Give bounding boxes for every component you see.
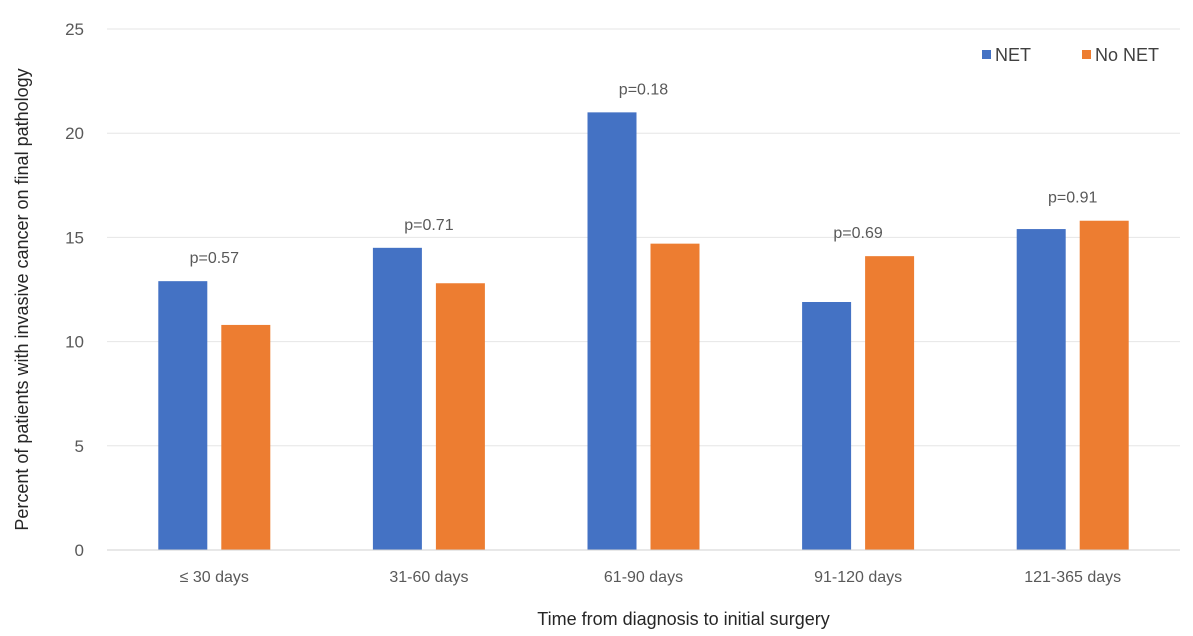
bar-no-net <box>1079 220 1129 550</box>
p-value-label: p=0.91 <box>1048 190 1097 207</box>
bar-no-net <box>865 256 915 550</box>
y-tick-label: 10 <box>65 333 84 352</box>
x-category-label: 61-90 days <box>604 569 683 586</box>
y-tick-label: 5 <box>75 437 84 456</box>
y-tick-label: 0 <box>75 541 84 560</box>
bar-no-net <box>221 324 271 550</box>
x-category-label: ≤ 30 days <box>180 569 249 586</box>
legend-label: NET <box>995 45 1031 65</box>
bar-net <box>372 247 422 550</box>
p-value-label: p=0.71 <box>404 217 453 234</box>
bar-no-net <box>650 243 700 551</box>
x-category-label: 31-60 days <box>389 569 468 586</box>
x-axis-title: Time from diagnosis to initial surgery <box>537 609 829 629</box>
x-category-label: 91-120 days <box>814 569 902 586</box>
y-tick-label: 25 <box>65 20 84 39</box>
y-axis-ticks: 0 5 10 15 20 25 <box>65 20 84 560</box>
p-value-annotations: p=0.57 p=0.71 p=0.18 p=0.69 p=0.91 <box>190 81 1098 267</box>
gridlines <box>107 28 1180 447</box>
p-value-label: p=0.18 <box>619 81 668 98</box>
bar-net <box>587 112 637 551</box>
legend-swatch <box>982 50 991 59</box>
legend-label: No NET <box>1095 45 1159 65</box>
legend-swatch <box>1082 50 1091 59</box>
bar-net <box>802 302 852 550</box>
bars <box>158 112 1129 551</box>
y-tick-label: 20 <box>65 124 84 143</box>
y-axis-title: Percent of patients with invasive cancer… <box>12 68 32 530</box>
bar-net <box>1016 229 1066 550</box>
p-value-label: p=0.69 <box>833 225 882 242</box>
x-axis-categories: ≤ 30 days 31-60 days 61-90 days 91-120 days… <box>180 569 1122 586</box>
bar-no-net <box>435 283 485 550</box>
bar-net <box>158 281 208 550</box>
x-category-label: 121-365 days <box>1024 569 1121 586</box>
legend: NET No NET <box>982 45 1159 65</box>
y-tick-label: 15 <box>65 228 84 247</box>
p-value-label: p=0.57 <box>190 250 239 267</box>
